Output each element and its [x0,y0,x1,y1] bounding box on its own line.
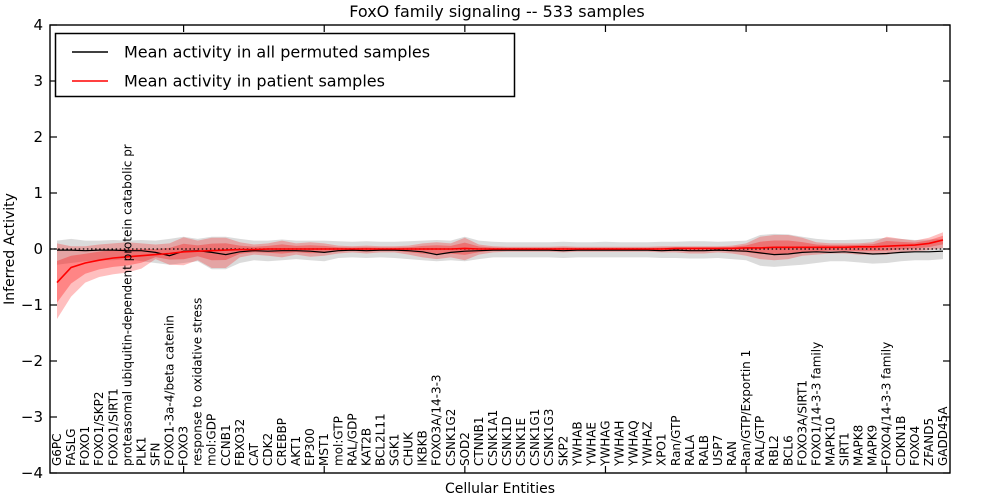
x-tick-label: AKT1 [289,436,303,466]
x-axis-label: Cellular Entities [445,481,555,497]
y-tick-label: −3 [21,408,43,426]
legend: Mean activity in all permuted samples Me… [54,32,516,98]
x-tick-label: YWHAB [570,421,584,467]
x-tick-label: MAPK9 [866,425,880,466]
y-tick-label: 1 [33,184,43,202]
x-tick-label: SOD2 [458,432,472,466]
x-tick-label: G6PC [50,433,64,466]
y-tick-label: −1 [21,296,43,314]
x-tick-label: SFN [148,443,162,467]
x-tick-label: IKBKB [416,430,430,466]
x-tick-label: BCL2L11 [373,413,387,466]
y-tick-label: −4 [21,464,43,482]
x-tick-label: response to oxidative stress [191,298,205,466]
chart-title: FoxO family signaling -- 533 samples [349,2,644,21]
permuted-band [57,233,943,270]
x-tick-label: RBL2 [767,435,781,466]
x-tick-label: SKP2 [556,436,570,466]
x-tick-label: KAT2B [359,428,373,466]
x-tick-label: YWHAG [598,420,612,467]
x-tick-label: CAT [247,442,261,466]
x-tick-label: FOXO1/14-3-3 family [809,342,823,466]
x-tick-label: FOXO1/SIRT1 [106,388,120,466]
x-tick-label: FOXO1-3a-4/beta catenin [163,315,177,466]
x-tick-label: CSNK1A1 [486,410,500,466]
x-tick-label: EP300 [303,428,317,466]
y-tick-label: 4 [33,16,43,34]
x-tick-label: CDK2 [261,433,275,466]
x-tick-label: FOXO1 [78,426,92,466]
x-tick-label: CREBBP [275,418,289,466]
x-tick-label: CSNK1G3 [542,409,556,466]
patient-band-inner [57,235,943,303]
legend-label-patient: Mean activity in patient samples [124,72,385,91]
x-tick-label: GADD45A [936,406,950,466]
x-tick-label: RALA [683,434,697,466]
x-tick-label: FOXO1/SKP2 [92,391,106,466]
x-tick-label: FOXO4 [908,426,922,466]
x-tick-label: FBXO32 [233,419,247,466]
x-tick-label: CHUK [402,431,416,466]
x-tick-label: Ran/GTP/Exportin 1 [739,350,753,466]
x-tick-label: FOXO3A/14-3-3 [430,374,444,466]
y-tick-label: −2 [21,352,43,370]
x-tick-label: ZFAND5 [922,418,936,466]
x-tick-label: Ran/GTP [669,415,683,466]
y-axis-label: Inferred Activity [2,193,18,305]
x-tick-label: CCNB1 [219,424,233,466]
x-tick-label: FOXO3 [177,426,191,466]
y-tick-label: 0 [33,240,43,258]
x-tick-label: proteasomal ubiquitin-dependent protein … [120,144,134,466]
x-tick-label: mol:GTP [331,416,345,466]
x-tick-label: PLK1 [134,437,148,466]
x-tick-label: RAL/GTP [753,416,767,466]
x-tick-label: CDKN1B [894,416,908,466]
x-tick-label: YWHAZ [641,421,655,467]
x-tick-label: SIRT1 [838,432,852,466]
x-tick-label: MAPK10 [823,417,837,466]
y-tick-label: 3 [33,72,43,90]
x-tick-label: RAL/GDP [345,413,359,466]
plot-area: G6PC FASLG FOXO1 FOXO1/SKP2 FOXO1/SIRT1 prote… [21,16,951,482]
legend-box [54,32,516,98]
x-tick-label: MST1 [317,433,331,466]
x-tick-label: YWHAH [613,421,627,467]
y-tick-label: 2 [33,128,43,146]
x-tick-label: RALB [697,435,711,466]
x-tick-label: mol:GDP [205,414,219,466]
x-tick-label: MAPK8 [852,425,866,466]
x-tick-label: BCL6 [781,435,795,466]
x-tick-label: CTNNB1 [472,416,486,466]
plot-border [49,24,951,474]
x-tick-label: YWHAE [584,422,598,467]
patient-mean-line [56,239,944,284]
x-tick-label: USP7 [711,435,725,466]
x-tick-label: YWHAQ [627,420,641,467]
x-tick-label: XPO1 [655,433,669,466]
x-tick-label: SGK1 [388,434,402,466]
x-tick-label: CSNK1E [514,418,528,466]
x-tick-label: CSNK1G1 [528,409,542,466]
x-tick-label: RAN [725,441,739,466]
x-tick-label: CSNK1G2 [444,409,458,466]
x-tick-label: FASLG [64,428,78,466]
legend-label-permuted: Mean activity in all permuted samples [124,43,430,62]
patient-band-outer [57,232,943,319]
x-tick-label: FOXO3A/SIRT1 [795,380,809,466]
x-tick-label: FOXO4/14-3-3 family [880,342,894,466]
x-tick-label: CSNK1D [500,416,514,466]
